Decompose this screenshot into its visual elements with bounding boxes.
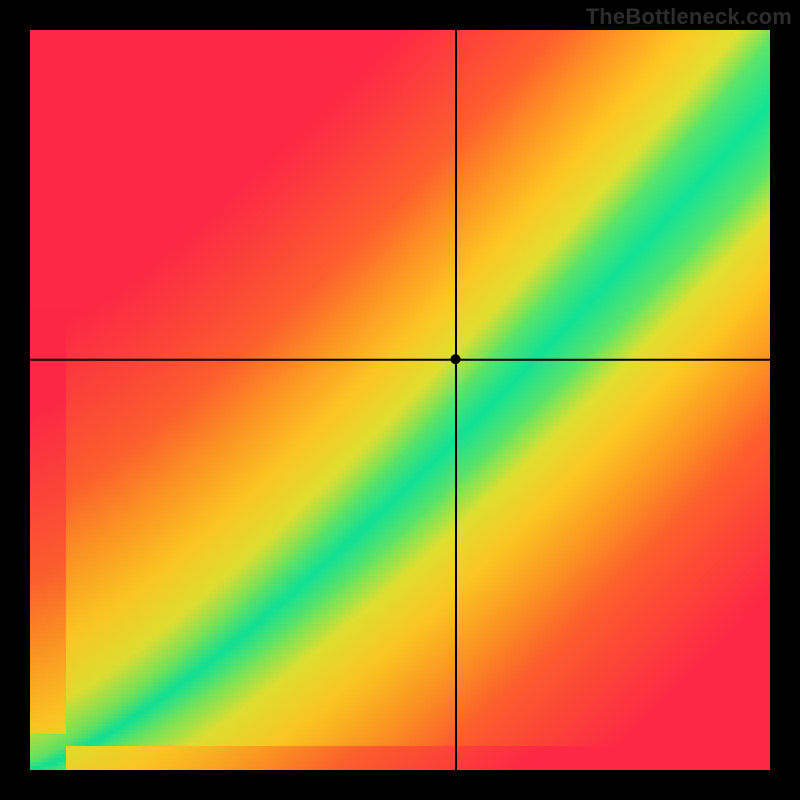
bottleneck-heatmap — [0, 0, 800, 800]
watermark-text: TheBottleneck.com — [586, 4, 792, 30]
